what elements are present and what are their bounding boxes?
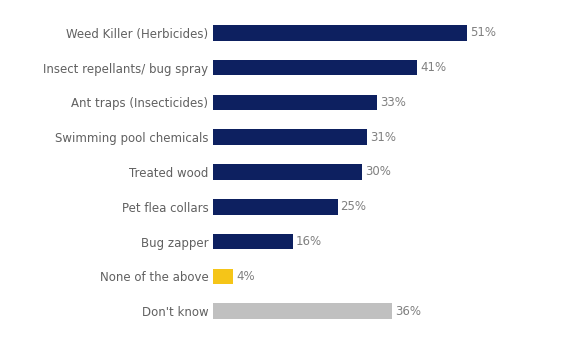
Bar — [213, 234, 293, 249]
Bar — [213, 269, 233, 284]
Text: 4%: 4% — [236, 270, 255, 283]
Bar — [213, 199, 338, 215]
Text: 25%: 25% — [341, 200, 366, 213]
Text: 33%: 33% — [380, 96, 406, 109]
Bar — [213, 303, 392, 319]
Text: 31%: 31% — [370, 131, 397, 144]
Bar — [213, 60, 417, 75]
Text: 30%: 30% — [365, 165, 392, 179]
Text: 51%: 51% — [470, 26, 496, 39]
Text: 41%: 41% — [420, 61, 447, 74]
Text: 16%: 16% — [296, 235, 322, 248]
Bar — [213, 164, 362, 180]
Text: 36%: 36% — [396, 305, 421, 318]
Bar — [213, 129, 367, 145]
Bar — [213, 95, 378, 110]
Bar — [213, 25, 467, 41]
